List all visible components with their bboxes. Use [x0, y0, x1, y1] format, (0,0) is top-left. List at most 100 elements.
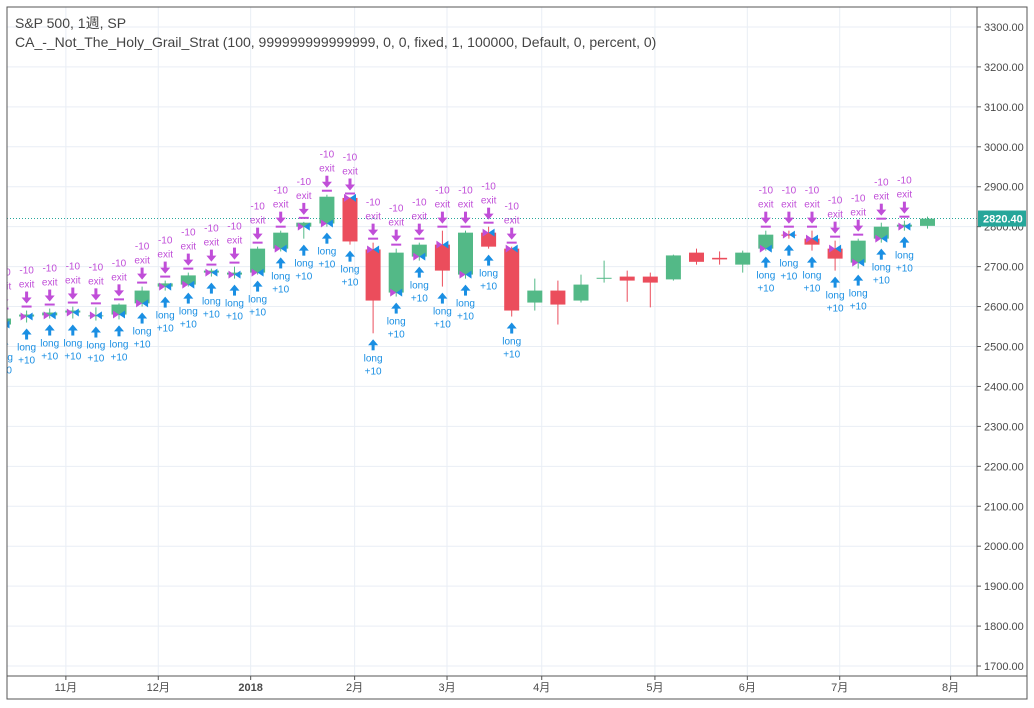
- long-arrow-icon: [160, 296, 171, 303]
- exit-label: exit: [365, 212, 381, 223]
- long-label: long: [826, 291, 845, 302]
- x-tick-label: 2018: [238, 682, 262, 694]
- time-axis-frame: [6, 675, 1028, 700]
- candle-up: [388, 252, 404, 293]
- candle-up: [180, 275, 196, 285]
- entry-flag-icon: [829, 244, 836, 253]
- x-tick-label: 11月: [55, 682, 77, 694]
- exit-qty-label: -10: [320, 150, 335, 161]
- exit-arrow-stem: [417, 223, 421, 231]
- signal-group: exit -10 long +10: [271, 186, 290, 296]
- exit-arrow-stem: [325, 175, 329, 183]
- long-qty-label: +10: [295, 272, 312, 283]
- signal-group: exit -10 long +10: [40, 264, 59, 363]
- entry-flag-icon: [413, 252, 420, 261]
- exit-arrow-stem: [2, 294, 5, 301]
- exit-qty-label: -10: [0, 268, 11, 279]
- long-arrow-icon: [275, 257, 286, 264]
- long-arrow-stem: [163, 301, 167, 308]
- exit-label: exit: [758, 200, 774, 211]
- long-label: long: [341, 265, 360, 276]
- exit-arrow-icon: [506, 233, 517, 240]
- long-arrow-stem: [764, 261, 768, 268]
- candle-down: [827, 248, 843, 259]
- strategy-title: CA_-_Not_The_Holy_Grail_Strat (100, 9999…: [15, 34, 657, 50]
- exit-label: exit: [42, 278, 58, 289]
- long-arrow-stem: [209, 287, 213, 294]
- exit-arrow-stem: [71, 287, 75, 295]
- exit-label: exit: [481, 196, 497, 207]
- long-label: long: [202, 297, 221, 308]
- long-label: long: [756, 271, 775, 282]
- exit-arrow-icon: [183, 259, 194, 266]
- long-flag-icon: [419, 252, 426, 261]
- exit-label: exit: [19, 280, 35, 291]
- exit-arrow-stem: [256, 227, 260, 235]
- exit-qty-label: -10: [19, 266, 34, 277]
- long-flag-icon: [165, 282, 172, 291]
- exit-arrow-icon: [21, 297, 32, 304]
- exit-label: exit: [827, 210, 843, 221]
- entry-flag-icon: [852, 258, 859, 267]
- y-tick-label: 2100.00: [984, 501, 1024, 513]
- candle-up: [296, 222, 312, 227]
- signal-group: exit -10 long +10: [872, 178, 891, 287]
- y-tick-label: 2700.00: [984, 262, 1024, 274]
- candle-down: [804, 238, 820, 245]
- long-arrow-stem: [233, 289, 236, 296]
- exit-qty-label: -10: [158, 236, 173, 247]
- entry-flag-icon: [43, 311, 50, 320]
- long-label: long: [0, 353, 13, 364]
- long-qty-label: +10: [41, 352, 58, 363]
- entry-flag-icon: [482, 228, 489, 237]
- candles: [7, 194, 935, 334]
- long-flag-icon: [211, 268, 218, 277]
- y-tick-label: 2400.00: [984, 381, 1024, 393]
- long-label: long: [387, 317, 406, 328]
- long-label: long: [225, 299, 244, 310]
- exit-label: exit: [850, 208, 866, 219]
- entry-flag-icon: [367, 245, 374, 254]
- exit-arrow-icon: [760, 217, 771, 224]
- signal-group: exit -10 long +10: [63, 262, 82, 363]
- long-qty-label: +10: [134, 340, 151, 351]
- long-label: long: [110, 339, 129, 350]
- exit-label: exit: [88, 276, 104, 287]
- entry-flag-icon: [20, 312, 27, 321]
- exit-arrow-stem: [279, 211, 283, 219]
- entry-flag-icon: [228, 270, 235, 279]
- exit-arrow-stem: [94, 288, 98, 296]
- candle-down: [342, 197, 358, 242]
- exit-arrow-icon: [437, 217, 448, 224]
- long-arrow-icon: [807, 256, 817, 263]
- exit-label: exit: [227, 236, 243, 247]
- long-qty-label: +10: [226, 312, 243, 323]
- candle-up: [273, 232, 289, 249]
- long-arrow-icon: [783, 244, 794, 251]
- candle-up: [250, 248, 266, 273]
- exit-arrow-icon: [321, 181, 332, 188]
- exit-qty-label: -10: [897, 176, 912, 187]
- exit-label: exit: [804, 200, 820, 211]
- long-label: long: [63, 339, 82, 350]
- long-qty-label: +10: [850, 302, 867, 313]
- entry-flag-icon: [806, 234, 812, 243]
- long-flag-icon: [7, 320, 10, 329]
- exit-qty-label: -10: [389, 204, 404, 215]
- exit-arrow-stem: [440, 211, 444, 219]
- long-flag-icon: [858, 258, 865, 267]
- exit-qty-label: -10: [805, 186, 820, 197]
- signal-group: exit -10 long +10: [895, 176, 914, 275]
- signal-group: exit -10 long +10: [387, 204, 406, 341]
- exit-qty-label: -10: [481, 182, 496, 193]
- exit-arrow-icon: [368, 229, 379, 236]
- long-arrow-icon: [437, 292, 448, 299]
- long-arrow-icon: [876, 248, 887, 255]
- candle-up: [850, 240, 866, 263]
- entry-flag-icon: [320, 219, 327, 228]
- long-flag-icon: [812, 234, 818, 243]
- signal-group: exit -10 long +10: [17, 266, 36, 367]
- candle-down: [712, 257, 728, 260]
